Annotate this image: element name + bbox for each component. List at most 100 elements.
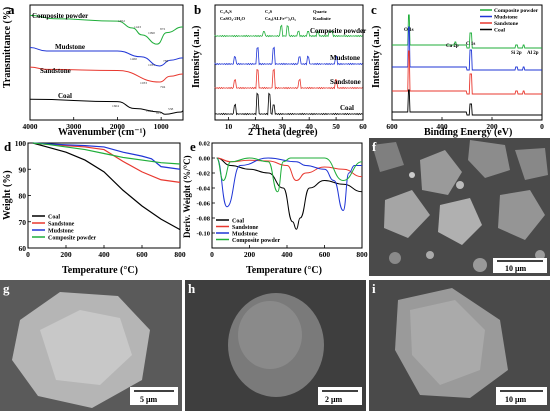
sem-g-particle-highlight <box>40 310 132 385</box>
panel-f-letter: f <box>372 139 377 154</box>
panel-b-label-composite: Composite powder <box>310 27 366 35</box>
panel-e-xlabel: Temperature (°C) <box>246 265 322 276</box>
panel-b-legend-3: CaSO₄·2H₂O <box>220 16 245 21</box>
y-tick-label-e-2: -0.02 <box>196 171 210 178</box>
panel-b-legend-2: Quartz <box>313 9 327 14</box>
scalebar-f-label: 10 μm <box>505 264 527 273</box>
panel-c-xlabel: Binding Energy (eV) <box>424 127 512 138</box>
sem-f-particles <box>372 140 548 272</box>
x-tick-label-d-2: 400 <box>98 250 110 259</box>
ftir-line-0 <box>29 14 184 45</box>
tga-line-3 <box>32 142 181 165</box>
xps-line-2 <box>392 50 542 95</box>
x-tick-label-c-1: 400 <box>436 122 448 131</box>
panel-d: d Weight (%) Temperature (°C) 0 200 400 600… <box>2 139 186 276</box>
x-tick-label-d-3: 600 <box>136 250 148 259</box>
panel-e-ticks: 0 200 400 600 800 0.02 0.00 -0.02 -0.04 -0.06 -0.0… <box>196 141 367 260</box>
ftir-line-1 <box>29 47 184 67</box>
xps-legend-label-3: Coal <box>494 28 505 34</box>
x-tick-label-a-3: 1000 <box>154 122 169 131</box>
dtg-legend-label-0: Coal <box>232 219 244 225</box>
panel-b-legend-5: Kaolinite <box>313 16 331 21</box>
y-tick-label-e-5: -0.08 <box>196 216 210 223</box>
panel-d-lines <box>32 142 181 231</box>
tga-legend-label-3: Composite powder <box>48 236 97 242</box>
dtg-legend-label-1: Sandstone <box>232 225 259 231</box>
tga-line-2 <box>32 142 181 170</box>
panel-d-ylabel: Weight (%) <box>2 170 13 220</box>
x-tick-label-a-2: 2000 <box>110 122 125 131</box>
panel-b-legend-0: C₃A₂S <box>220 9 232 14</box>
y-tick-label-e-1: 0.00 <box>199 156 210 163</box>
peak-a-black-2: 913 <box>156 111 162 115</box>
panel-b-legend-1: C₂S <box>265 9 273 14</box>
panel-b-label-sandstone: Sandstone <box>330 78 361 86</box>
panel-c-peak-o1s: O 1s <box>404 28 414 33</box>
panel-d-ticks: 0 200 400 600 800 60 70 80 90 100 <box>15 139 186 259</box>
peak-a-red-2: 794 <box>160 85 166 89</box>
panel-b-label-coal: Coal <box>340 104 354 112</box>
panel-b-label-mudstone: Mudstone <box>330 54 360 62</box>
x-tick-label-b-2: 30 <box>279 122 287 131</box>
ftir-line-2 <box>29 66 184 83</box>
x-tick-label-e-4: 800 <box>356 250 368 259</box>
x-tick-label-d-0: 0 <box>26 250 30 259</box>
x-tick-label-d-4: 800 <box>174 250 186 259</box>
x-tick-label-b-3: 40 <box>305 122 313 131</box>
panel-c: c Intensity (a.u.) Binding Energy (eV) 6… <box>371 2 544 138</box>
ftir-line-3 <box>29 98 184 115</box>
panel-g: g 5 μm <box>0 280 182 411</box>
panel-b-letter: b <box>194 2 201 17</box>
panel-a-label-coal: Coal <box>58 92 72 100</box>
panel-b-frame <box>214 4 364 121</box>
panel-b-xlabel: 2 Theta (degree) <box>248 127 318 138</box>
xps-line-0 <box>392 14 542 49</box>
x-tick-label-a-0: 4000 <box>23 122 38 131</box>
panel-a-x-ticks: 4000 3000 2000 1000 <box>23 117 169 131</box>
xps-line-3 <box>392 89 542 116</box>
panel-b-x-ticks: 10 20 30 40 50 60 <box>225 117 367 131</box>
panel-a-letter: a <box>8 2 15 17</box>
peak-a-blue-2: 1035 <box>148 63 155 67</box>
xrd-line-0 <box>214 24 363 38</box>
panel-h: h 2 μm <box>185 280 366 411</box>
panel-a-label-mudstone: Mudstone <box>55 43 85 51</box>
dtg-legend-label-2: Mudstone <box>232 232 258 238</box>
y-tick-label-d-0: 60 <box>19 244 27 253</box>
peak-a-red-1: 1033 <box>140 81 147 85</box>
xrd-line-1 <box>214 46 363 66</box>
panel-a-frame <box>29 4 184 121</box>
x-tick-label-e-0: 0 <box>210 250 214 259</box>
panel-c-ylabel: Intensity (a.u.) <box>371 25 382 88</box>
sem-i-particle-highlight <box>410 300 485 385</box>
panel-a-xlabel: Wavenumber (cm⁻¹) <box>58 127 146 138</box>
peak-a-black-0: 1604 <box>112 104 119 108</box>
y-tick-label-d-3: 90 <box>19 165 27 174</box>
dtg-line-3 <box>216 157 363 193</box>
y-tick-label-d-4: 100 <box>15 139 27 148</box>
x-tick-label-b-4: 50 <box>332 122 340 131</box>
panel-b: b Intensity (a.u.) 2 Theta (degree) 10 20… <box>191 2 367 138</box>
y-tick-label-e-3: -0.04 <box>196 186 210 193</box>
panel-e-lines <box>216 157 363 230</box>
panel-e-ylabel: Deriv. Weight (%/°C) <box>182 155 192 238</box>
x-tick-label-c-2: 200 <box>486 122 498 131</box>
y-tick-label-d-2: 80 <box>19 192 27 201</box>
panel-h-letter: h <box>188 281 196 296</box>
sem-h-particle-highlight <box>238 301 302 369</box>
panel-b-legend-4: Ca₂(ALFe³⁺)₂O₅ <box>265 16 296 21</box>
xps-legend-label-1: Mudstone <box>494 15 518 21</box>
scalebar-i-label: 10 μm <box>505 395 527 404</box>
panel-f: f 10 μm <box>369 138 550 276</box>
panel-c-peak-c1s: C 1s <box>466 42 475 47</box>
panel-a-label-sandstone: Sandstone <box>40 67 71 75</box>
panel-c-letter: c <box>371 2 377 17</box>
panel-d-letter: d <box>4 139 12 154</box>
panel-c-lines <box>392 14 542 116</box>
x-tick-label-e-3: 600 <box>319 250 331 259</box>
xrd-line-3 <box>214 92 363 116</box>
dtg-line-0 <box>216 157 363 230</box>
